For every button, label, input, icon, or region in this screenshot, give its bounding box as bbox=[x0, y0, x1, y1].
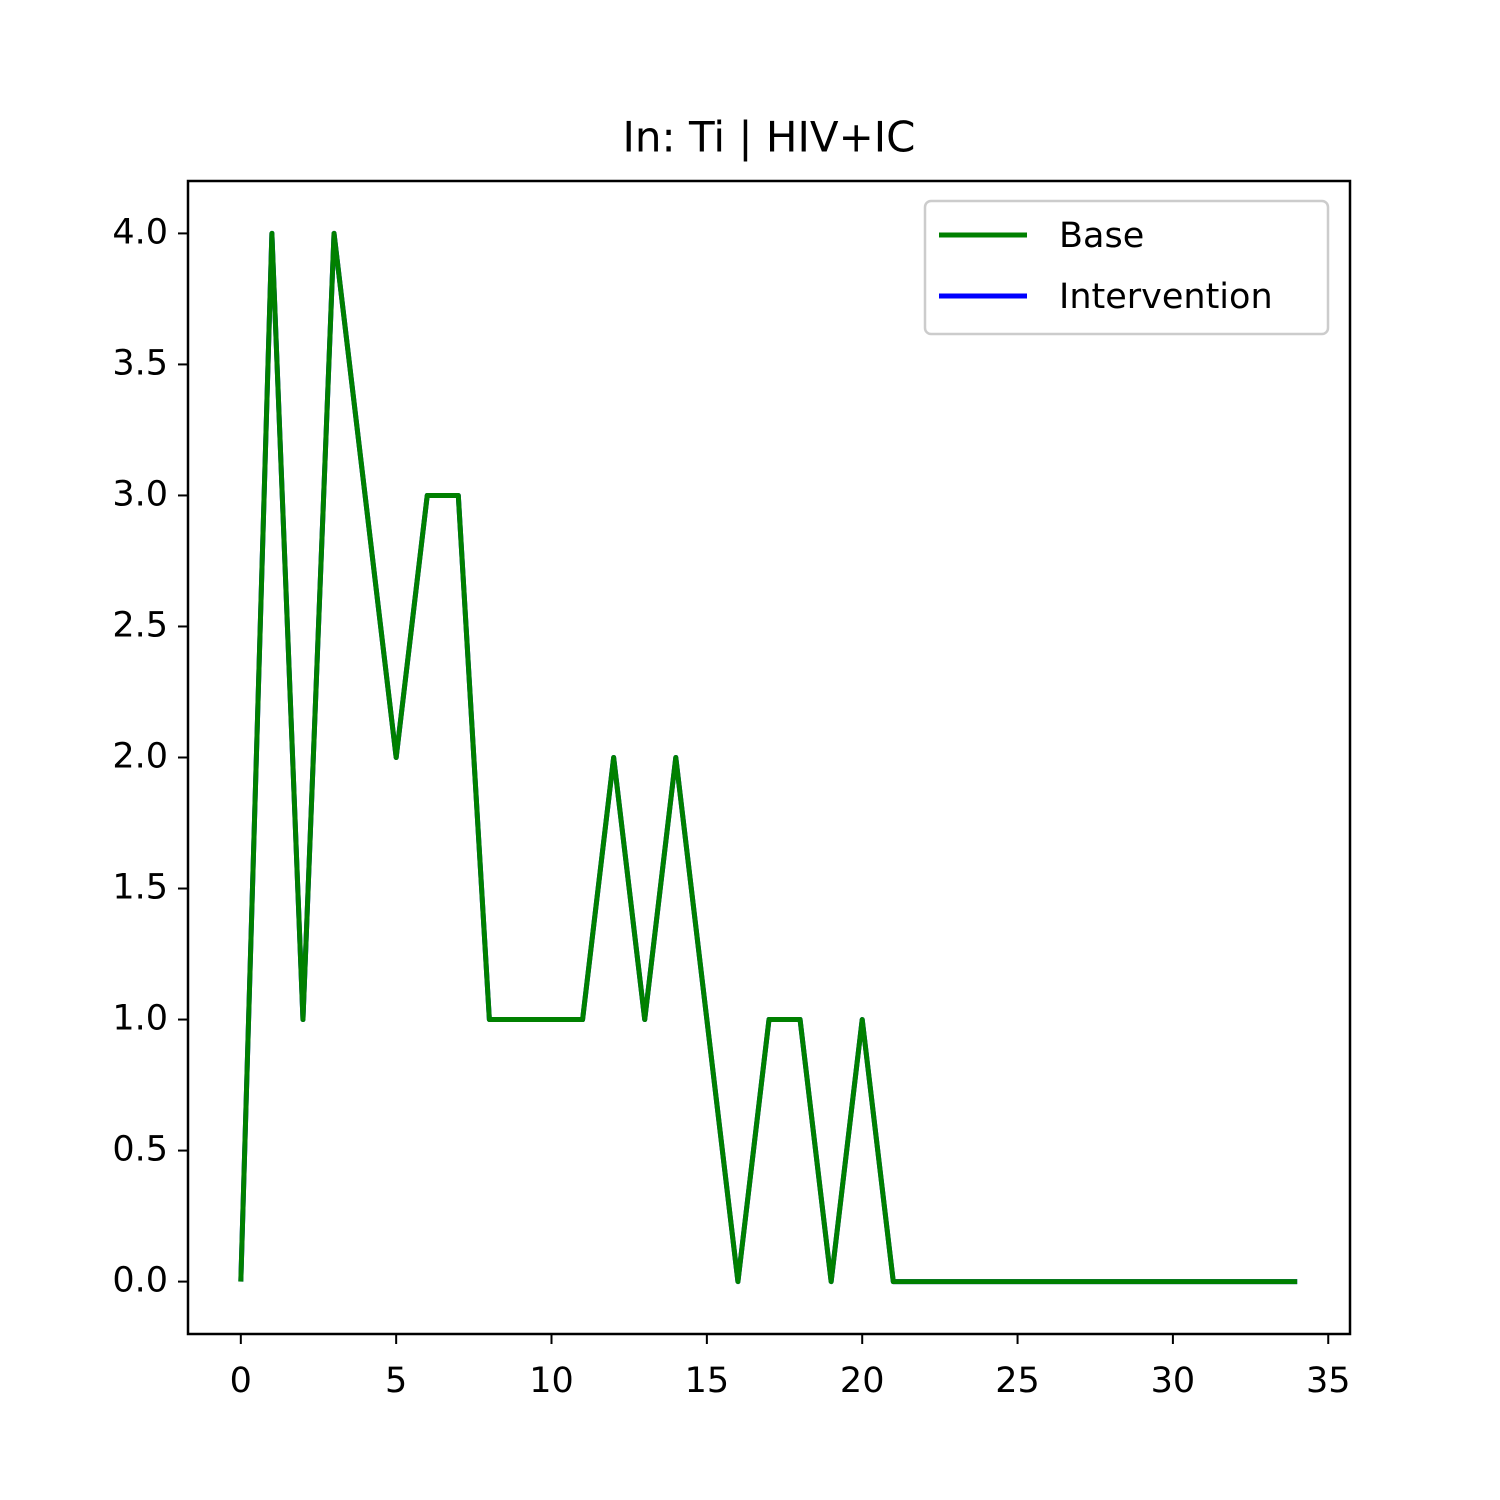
x-tick-label: 10 bbox=[529, 1361, 574, 1401]
y-tick-label: 1.0 bbox=[112, 999, 168, 1039]
y-tick-label: 0.5 bbox=[112, 1130, 168, 1170]
x-tick-label: 30 bbox=[1151, 1361, 1196, 1401]
x-tick-label: 20 bbox=[840, 1361, 885, 1401]
y-tick-label: 1.5 bbox=[112, 868, 168, 908]
y-tick-label: 0.0 bbox=[112, 1261, 168, 1301]
y-tick-label: 3.0 bbox=[112, 474, 168, 514]
legend-label: Base bbox=[1059, 216, 1144, 256]
plot-frame bbox=[186, 179, 1352, 1336]
x-tick-label: 0 bbox=[230, 1361, 252, 1401]
x-tick-label: 5 bbox=[385, 1361, 407, 1401]
x-tick-label: 35 bbox=[1306, 1361, 1351, 1401]
y-tick-label: 2.5 bbox=[112, 605, 168, 645]
chart-title: In: Ti | HIV+IC bbox=[623, 113, 916, 162]
x-tick-label: 25 bbox=[995, 1361, 1040, 1401]
y-tick-label: 4.0 bbox=[112, 212, 168, 252]
legend-label: Intervention bbox=[1059, 277, 1273, 317]
data-line bbox=[238, 230, 1298, 1285]
x-tick-label: 15 bbox=[685, 1361, 730, 1401]
y-tick-label: 3.5 bbox=[112, 343, 168, 383]
y-tick-label: 2.0 bbox=[112, 737, 168, 777]
